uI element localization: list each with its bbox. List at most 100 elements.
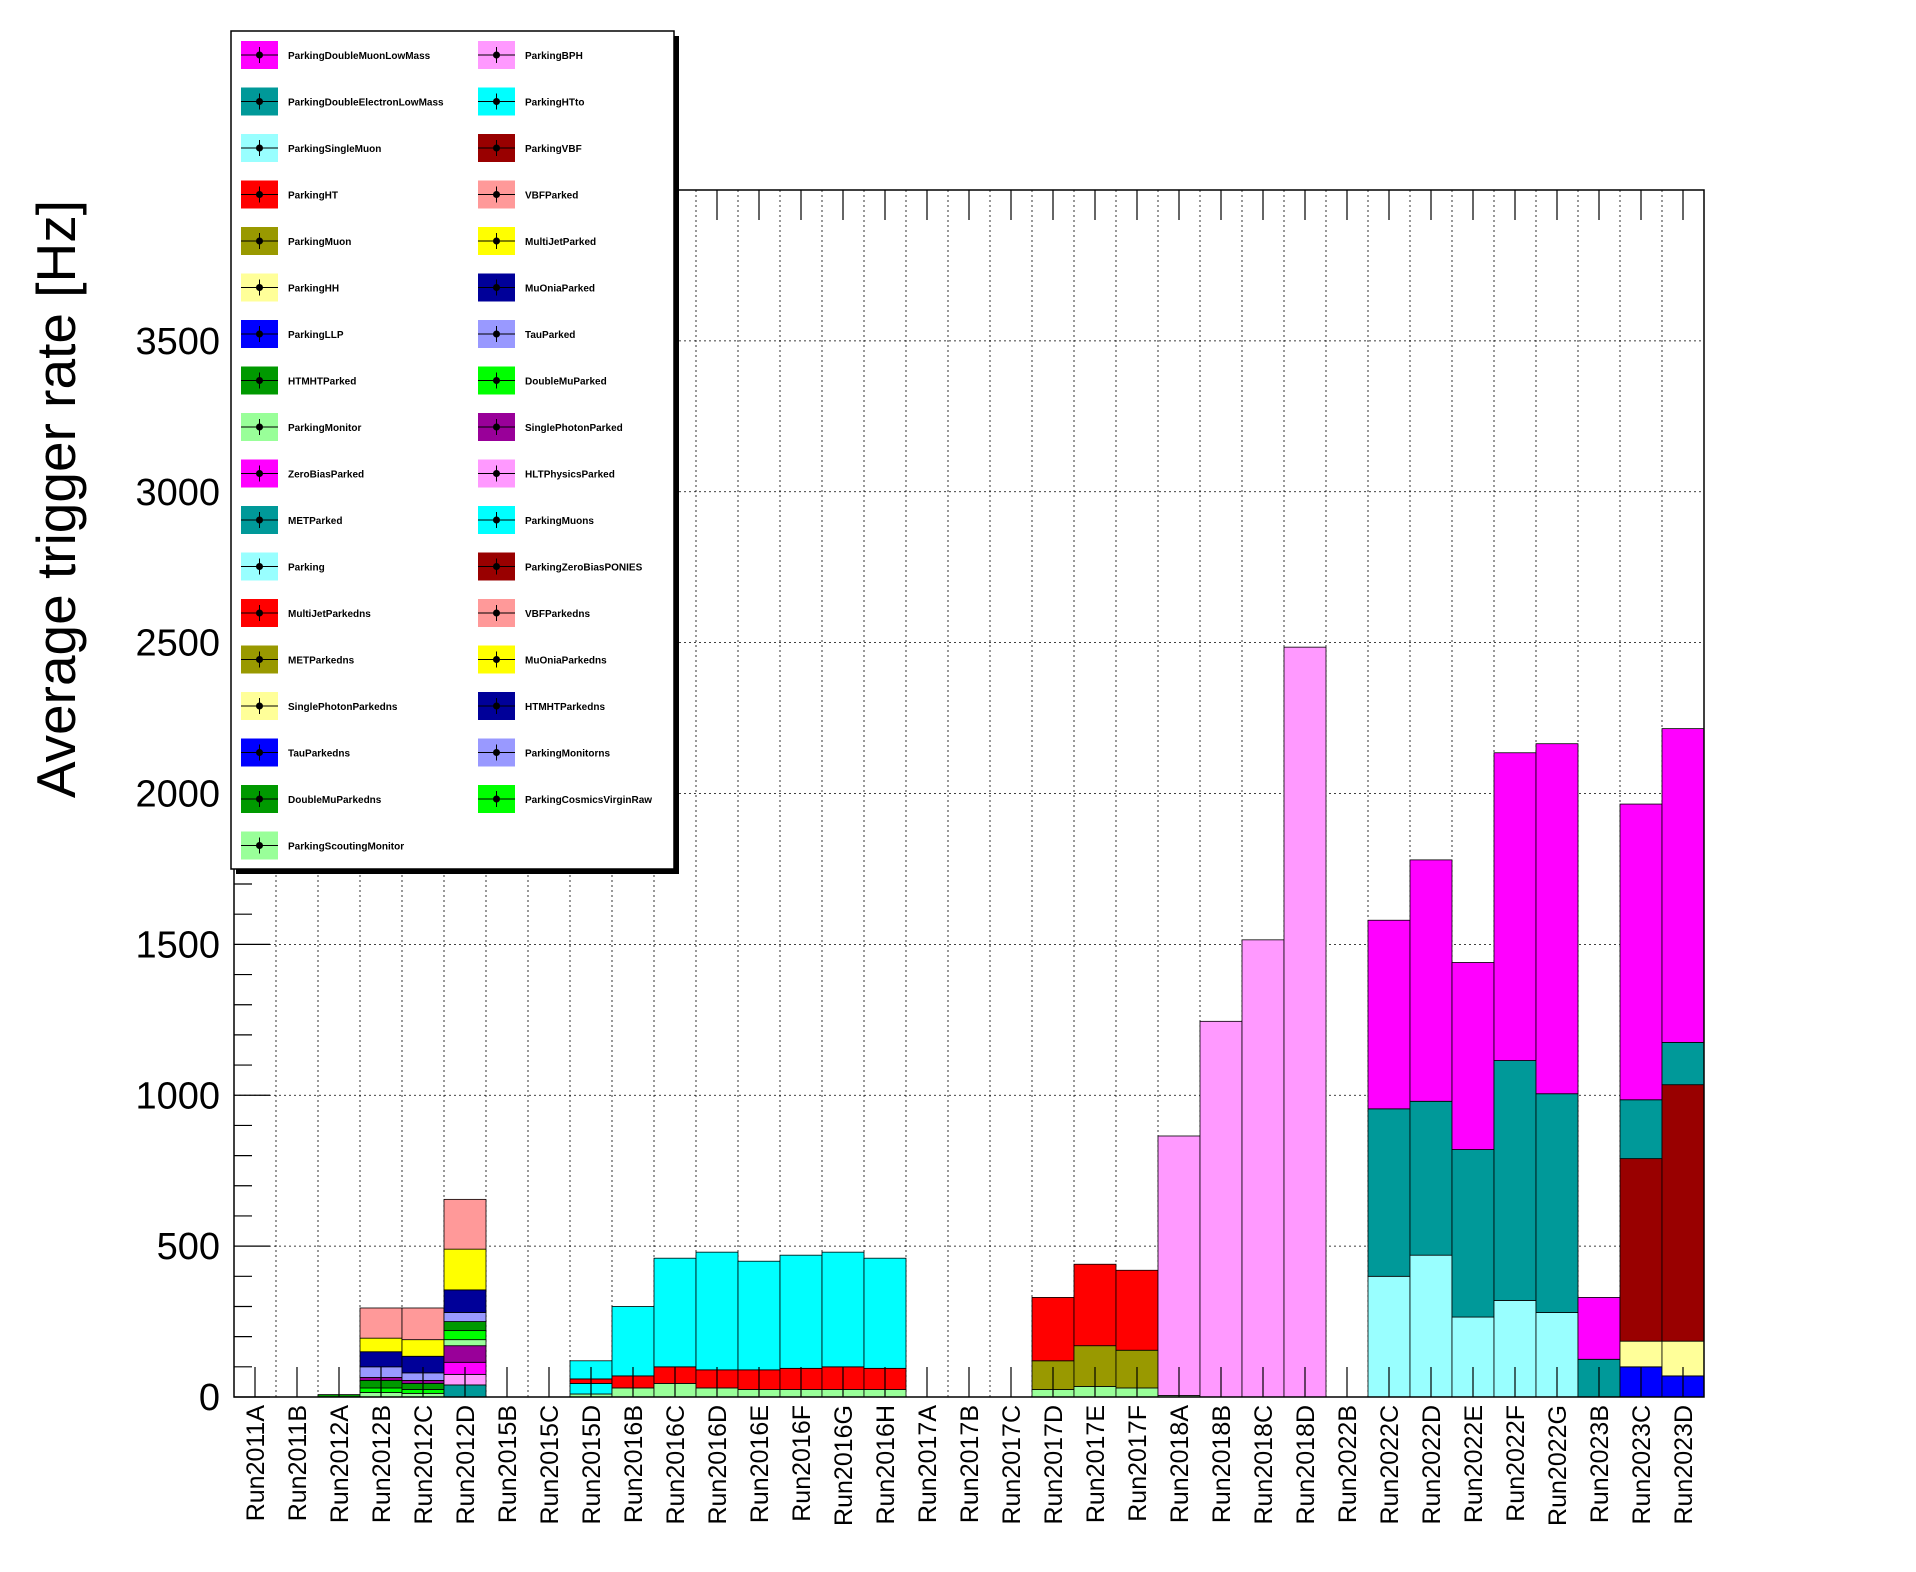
bar-segment bbox=[443, 1248, 487, 1291]
legend-marker bbox=[256, 98, 263, 105]
bar-segment bbox=[359, 1307, 403, 1339]
legend-entry: ParkingHT bbox=[241, 180, 338, 209]
legend-entry: DoubleMuParked bbox=[478, 366, 607, 395]
legend-marker bbox=[493, 470, 500, 477]
bar-segment bbox=[359, 1351, 403, 1368]
legend-entry: ParkingCosmicsVirginRaw bbox=[478, 785, 652, 813]
legend-marker bbox=[493, 191, 500, 198]
x-tick-label: Run2022D bbox=[1418, 1405, 1446, 1525]
legend-marker bbox=[256, 423, 263, 431]
legend-label: ZeroBiasParked bbox=[288, 470, 364, 481]
x-tick-label: Run2023C bbox=[1628, 1405, 1656, 1525]
legend-label: ParkingVBF bbox=[525, 144, 582, 155]
legend-entry: ParkingBPH bbox=[478, 41, 583, 69]
legend-entry: ParkingHTto bbox=[478, 87, 584, 116]
x-tick-label: Run2017E bbox=[1082, 1405, 1110, 1523]
x-tick-label: Run2016D bbox=[704, 1405, 732, 1525]
legend-marker bbox=[256, 795, 263, 803]
x-tick-label: Run2022B bbox=[1334, 1405, 1362, 1523]
bar-segment bbox=[1283, 646, 1327, 1398]
legend-label: ParkingDoubleMuonLowMass bbox=[288, 51, 431, 62]
legend-marker bbox=[256, 842, 263, 849]
legend-label: ParkingScoutingMonitor bbox=[288, 842, 404, 853]
x-tick-label: Run2017B bbox=[956, 1405, 984, 1523]
legend-label: DoubleMuParkedns bbox=[288, 795, 382, 806]
legend-label: ParkingSingleMuon bbox=[288, 144, 381, 155]
bar-segment bbox=[1661, 1042, 1705, 1086]
bar-segment bbox=[443, 1312, 487, 1322]
legend: ParkingDoubleMuonLowMass ParkingBPH Parkin… bbox=[230, 30, 679, 874]
legend-entry: VBFParked bbox=[478, 180, 578, 209]
legend-label: DoubleMuParked bbox=[525, 377, 607, 388]
x-tick-label: Run2022E bbox=[1460, 1405, 1488, 1523]
legend-label: ParkingLLP bbox=[288, 330, 344, 341]
legend-marker bbox=[493, 98, 500, 105]
legend-marker bbox=[493, 795, 500, 803]
bar-segment bbox=[1451, 962, 1495, 1150]
bar-segment bbox=[1619, 1099, 1663, 1160]
bar-segment bbox=[1409, 859, 1453, 1102]
legend-entry: ParkingVBF bbox=[478, 134, 582, 162]
legend-marker bbox=[256, 330, 263, 338]
legend-entry: DoubleMuParkedns bbox=[241, 785, 382, 813]
legend-label: ParkingHT bbox=[288, 191, 338, 202]
x-tick-label: Run2018A bbox=[1166, 1405, 1194, 1523]
x-tick-label: Run2016H bbox=[872, 1405, 900, 1525]
legend-marker bbox=[256, 702, 263, 710]
bar-segment bbox=[1367, 1108, 1411, 1277]
x-tick-label: Run2018C bbox=[1250, 1405, 1278, 1525]
legend-marker bbox=[493, 656, 500, 663]
x-tick-label: Run2022C bbox=[1376, 1405, 1404, 1525]
x-tick-label: Run2011A bbox=[242, 1405, 270, 1522]
legend-entry: MultiJetParkedns bbox=[241, 599, 371, 627]
y-axis-title: Average trigger rate [Hz] bbox=[25, 200, 87, 798]
x-tick-label: Run2018D bbox=[1292, 1405, 1320, 1525]
x-tick-label: Run2016G bbox=[830, 1405, 858, 1526]
x-tick-label: Run2012C bbox=[410, 1405, 438, 1525]
legend-entry: ParkingMonitor bbox=[241, 413, 361, 441]
bar-segment bbox=[737, 1260, 781, 1371]
y-tick-label: 500 bbox=[157, 1226, 220, 1268]
bar-segment bbox=[779, 1254, 823, 1369]
legend-label: TauParkedns bbox=[288, 749, 350, 760]
bar-segment bbox=[1619, 1340, 1663, 1368]
x-tick-label: Run2016B bbox=[620, 1405, 648, 1523]
legend-marker bbox=[256, 284, 263, 291]
legend-entry: METParkedns bbox=[241, 645, 355, 674]
legend-label: TauParked bbox=[525, 330, 575, 341]
bar-segment bbox=[443, 1321, 487, 1332]
legend-marker bbox=[493, 563, 500, 570]
stacked-bars bbox=[317, 646, 1705, 1398]
legend-entry: TauParkedns bbox=[241, 738, 350, 767]
bar-segment bbox=[1367, 919, 1411, 1110]
legend-label: ParkingDoubleElectronLowMass bbox=[288, 98, 444, 109]
legend-entry: Parking bbox=[241, 552, 325, 581]
legend-label: ParkingHTto bbox=[525, 98, 584, 109]
legend-marker bbox=[256, 191, 263, 198]
legend-marker bbox=[493, 144, 500, 152]
legend-marker bbox=[493, 423, 500, 431]
bar-segment bbox=[1661, 728, 1705, 1043]
bar-segment bbox=[443, 1330, 487, 1341]
legend-entry: METParked bbox=[241, 506, 342, 534]
legend-marker bbox=[493, 237, 500, 245]
x-tick-label: Run2016F bbox=[788, 1405, 816, 1522]
legend-entry: SinglePhotonParkedns bbox=[241, 692, 398, 720]
bar-segment bbox=[443, 1289, 487, 1313]
x-tick-label: Run2016C bbox=[662, 1405, 690, 1525]
legend-entry: SinglePhotonParked bbox=[478, 413, 623, 441]
bar-segment bbox=[653, 1257, 697, 1368]
legend-label: ParkingZeroBiasPONIES bbox=[525, 563, 643, 574]
legend-marker bbox=[493, 284, 500, 291]
legend-label: ParkingMonitor bbox=[288, 423, 361, 434]
legend-label: MuOniaParkedns bbox=[525, 656, 607, 667]
y-tick-label: 3500 bbox=[135, 321, 220, 363]
legend-box bbox=[230, 30, 675, 870]
legend-entry: MultiJetParked bbox=[478, 227, 596, 255]
legend-label: MultiJetParked bbox=[525, 237, 596, 248]
bar-segment bbox=[1619, 803, 1663, 1101]
bar-segment bbox=[359, 1337, 403, 1353]
legend-label: MultiJetParkedns bbox=[288, 609, 371, 620]
legend-marker bbox=[493, 749, 500, 756]
